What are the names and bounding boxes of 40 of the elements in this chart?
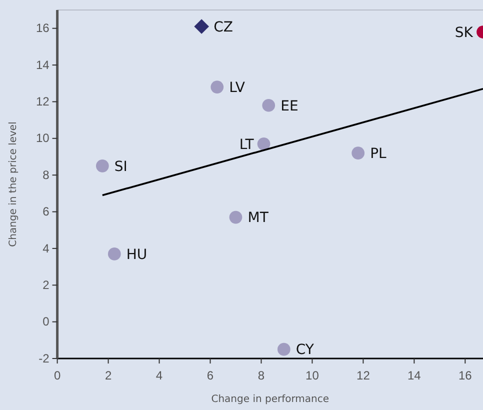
point (277, 342, 290, 356)
annotation: LV (229, 80, 246, 96)
y-axis-title: Change in the price level (8, 122, 19, 247)
y-tick-label: 16 (36, 21, 50, 36)
annotation: MT (248, 210, 269, 226)
annotation: CY (296, 342, 314, 358)
point (262, 98, 276, 112)
annotation: HU (126, 246, 148, 263)
y-tick-label: 2 (42, 278, 50, 292)
y-tick-label: 8 (42, 168, 50, 182)
annotation: SK (454, 24, 474, 41)
y-tick-label: 4 (42, 241, 50, 256)
annotation: LT (239, 136, 254, 153)
point (96, 159, 109, 172)
x-tick-label: 12 (356, 368, 370, 383)
y-tick-label: 14 (36, 58, 50, 72)
x-axis-title: Change in performance (211, 394, 330, 405)
y-tick-label: 10 (36, 131, 50, 146)
annotation: PL (370, 146, 387, 162)
x-tick-label: 8 (258, 368, 265, 383)
point (108, 248, 121, 260)
point (352, 146, 365, 160)
y-tick-label: -2 (38, 351, 50, 366)
y-tick-label: 6 (42, 204, 50, 219)
point (194, 19, 209, 34)
x-tick-label: 16 (458, 368, 472, 383)
x-tick-label: 4 (156, 368, 163, 383)
x-tick-label: 0 (54, 368, 61, 383)
point (210, 80, 224, 94)
x-tick-label: 6 (206, 368, 214, 383)
point (229, 210, 242, 224)
y-tick-label: 0 (42, 314, 50, 329)
point (257, 137, 270, 150)
annotation: SI (114, 158, 128, 175)
annotation: CZ (214, 19, 233, 36)
annotation: EE (280, 98, 298, 114)
x-tick-label: 2 (104, 368, 112, 383)
y-tick-label: 12 (36, 94, 50, 109)
x-tick-label: 10 (306, 368, 320, 383)
x-tick-label: 14 (407, 368, 422, 383)
